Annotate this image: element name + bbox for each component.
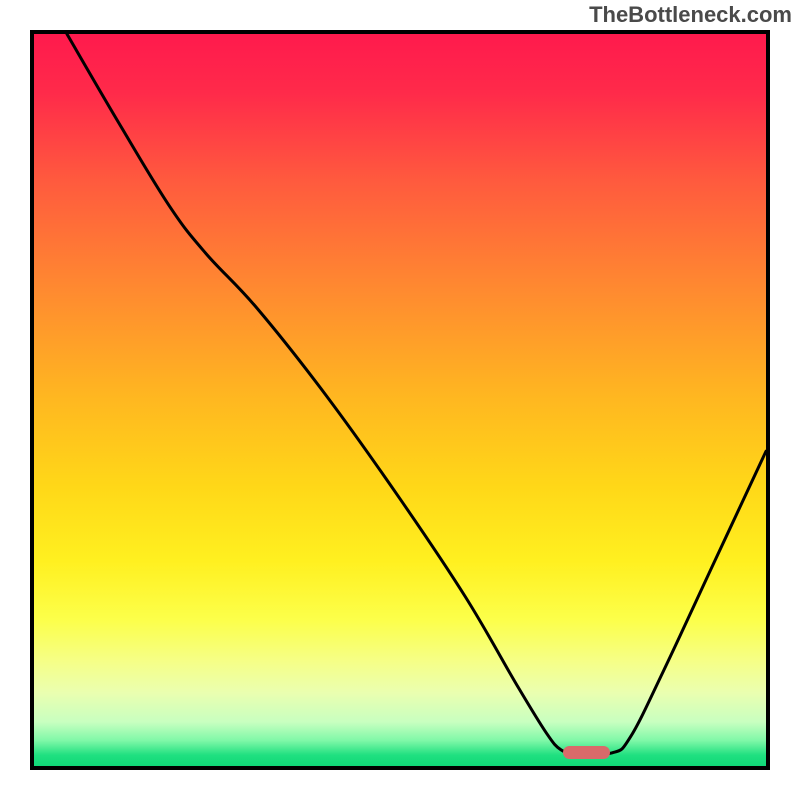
chart-frame [30,30,770,770]
optimal-marker [563,746,611,759]
watermark-text: TheBottleneck.com [589,2,792,28]
gradient-svg [34,34,766,766]
chart-gradient-background [34,34,766,766]
